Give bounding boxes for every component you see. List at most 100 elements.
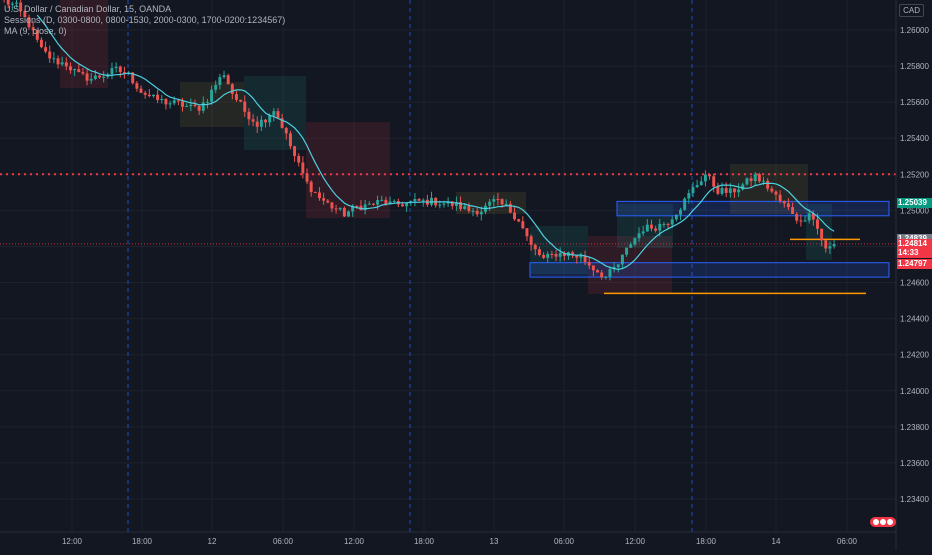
candle-body — [52, 58, 56, 60]
candle-body — [650, 224, 653, 229]
price-tag: 1.24814 — [897, 238, 932, 249]
candle-body — [513, 212, 516, 220]
candle-body — [533, 244, 537, 250]
candle-body — [139, 88, 143, 93]
candle-body — [305, 173, 309, 182]
candle-body — [160, 98, 164, 101]
candle-body — [338, 207, 342, 210]
candle-body — [517, 219, 521, 222]
candle-body — [591, 265, 595, 271]
candle-body — [131, 72, 135, 84]
candle-body — [156, 94, 160, 101]
candle-body — [185, 106, 189, 108]
candle-body — [48, 51, 52, 59]
candle-body — [708, 174, 712, 177]
candle-body — [757, 174, 761, 182]
candle-body — [247, 111, 251, 120]
candle-body — [284, 127, 288, 134]
candle-body — [363, 204, 367, 211]
candle-body — [297, 155, 301, 163]
candle-body — [645, 224, 649, 232]
price-tick-label: 1.25400 — [900, 134, 929, 143]
candle-body — [276, 111, 280, 119]
candle-body — [264, 119, 267, 123]
candle-body — [313, 192, 317, 194]
price-tick-label: 1.24000 — [900, 387, 929, 396]
time-tick-label: 12:00 — [62, 537, 83, 546]
candle-body — [110, 68, 114, 75]
price-axis-bg — [896, 0, 932, 550]
candle-body — [799, 220, 803, 222]
candle-body — [318, 192, 321, 199]
horizontal-levels — [0, 173, 896, 295]
price-tick-label: 1.25200 — [900, 170, 929, 179]
candle-body — [218, 77, 222, 85]
tradingview-logo-icon[interactable] — [870, 517, 896, 527]
currency-badge[interactable]: CAD — [899, 4, 924, 17]
candle-body — [135, 83, 139, 89]
candle-body — [703, 174, 707, 182]
candle-body — [98, 75, 101, 78]
candle-body — [152, 94, 155, 97]
candle-body — [380, 199, 384, 201]
time-tick-label: 12:00 — [625, 537, 646, 546]
time-tick-label: 12:00 — [344, 537, 365, 546]
candle-body — [807, 213, 811, 221]
candle-body — [205, 101, 209, 103]
candle-body — [201, 102, 205, 111]
candle-body — [508, 203, 512, 213]
time-axis[interactable]: 12:00 18:00 12 06:00 12:00 18:00 13 06:00 12:00 1… — [0, 531, 896, 546]
supply-zone-box — [616, 200, 890, 217]
price-tick-label: 1.26000 — [900, 26, 929, 35]
candle-body — [658, 223, 662, 231]
candle-body — [168, 103, 172, 105]
ma-indicator-label[interactable]: MA (9, close, 0) — [4, 26, 67, 36]
price-tick-label: 1.23600 — [900, 459, 929, 468]
candle-body — [226, 75, 230, 85]
candle-body — [749, 178, 753, 182]
price-tick-label: 1.24600 — [900, 279, 929, 288]
candle-body — [824, 240, 828, 249]
sessions-indicator-label[interactable]: Sessions (D, 0300-0800, 0800-1530, 2000-… — [4, 15, 286, 25]
candle-body — [27, 17, 31, 28]
time-tick-label: 13 — [490, 537, 499, 546]
candle-body — [454, 202, 458, 206]
session-box — [806, 204, 832, 260]
price-tag: 14:33 — [897, 247, 932, 258]
candle-body — [64, 62, 68, 67]
symbol-title[interactable]: U.S. Dollar / Canadian Dollar, 15, OANDA — [4, 4, 172, 14]
candle-body — [733, 188, 736, 193]
candle-body — [666, 223, 670, 225]
candle-body — [114, 66, 118, 69]
candle-body — [417, 199, 421, 201]
candle-body — [766, 180, 770, 189]
candle-body — [641, 231, 645, 234]
candle-body — [388, 201, 392, 205]
candle-body — [500, 199, 504, 205]
candle-body — [376, 200, 380, 205]
time-tick-label: 06:00 — [554, 537, 575, 546]
candle-body — [164, 98, 168, 105]
candle-body — [687, 193, 691, 199]
time-tick-label: 18:00 — [696, 537, 717, 546]
chart-legend[interactable]: U.S. Dollar / Canadian Dollar, 15, OANDA… — [4, 4, 285, 37]
moving-average — [36, 14, 835, 271]
candle-body — [421, 199, 425, 201]
candle-body — [463, 206, 467, 209]
candles — [3, 0, 836, 281]
candle-body — [637, 233, 641, 239]
price-tick-label: 1.23800 — [900, 423, 929, 432]
candle-body — [243, 101, 247, 112]
price-axis[interactable]: 1.26000 1.25800 1.25600 1.25400 1.25200 1.250… — [895, 0, 932, 550]
candle-body — [77, 69, 81, 73]
price-tick-label: 1.24200 — [900, 351, 929, 360]
candle-body — [774, 191, 778, 195]
candle-body — [392, 200, 396, 202]
candle-body — [442, 203, 446, 205]
price-tag: 1.24797 — [897, 258, 932, 269]
candle-body — [795, 214, 799, 221]
candle-body — [488, 201, 492, 206]
price-tick-label: 1.25600 — [900, 98, 929, 107]
